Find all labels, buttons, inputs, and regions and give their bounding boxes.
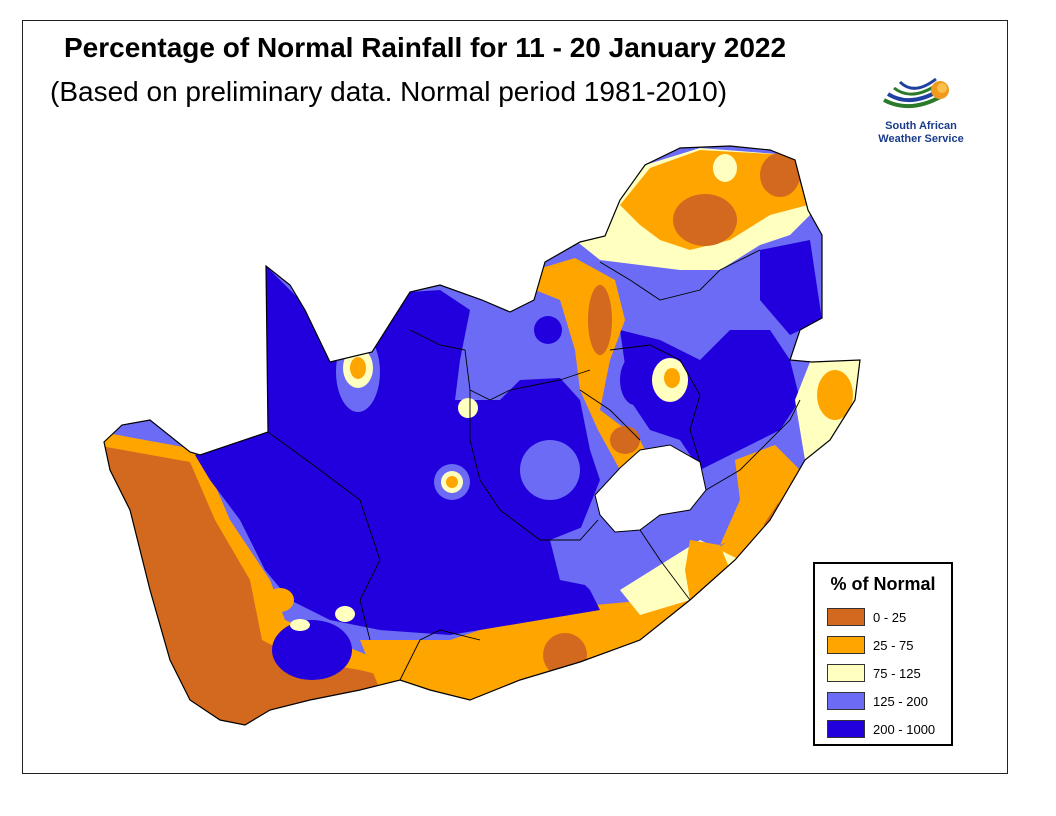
legend: % of Normal 0 - 25 25 - 75 75 - 125 125 … xyxy=(813,562,953,746)
boundary-limpopo-south xyxy=(599,249,761,301)
rainfall-zones xyxy=(104,148,860,725)
legend-swatch-200-1000 xyxy=(827,720,865,738)
legend-swatch-25-75 xyxy=(827,636,865,654)
boundary-north-west-north xyxy=(409,329,591,401)
boundary-free-state-west xyxy=(469,390,599,541)
legend-item-75-125: 75 - 125 xyxy=(827,664,951,684)
saws-logo: South African Weather Service xyxy=(862,70,982,150)
zone-highveld-200-1000 xyxy=(620,355,650,405)
legend-item-0-25: 0 - 25 xyxy=(827,608,951,628)
zone-north-spot-75-125 xyxy=(713,154,737,182)
zone-spot-central-25-75 xyxy=(446,476,458,488)
map-subtitle: (Based on preliminary data. Normal perio… xyxy=(50,76,728,107)
zone-northeast-200-1000 xyxy=(760,240,822,335)
boundary-west-east-cape xyxy=(399,629,481,681)
legend-label-0-25: 0 - 25 xyxy=(873,610,907,625)
zone-spot-nw-25-75 xyxy=(350,357,366,379)
zone-spot-north-75-125 xyxy=(458,398,478,418)
legend-swatch-75-125 xyxy=(827,664,865,682)
zone-east-cape-25-75 xyxy=(685,540,730,600)
lesotho xyxy=(594,444,707,533)
zone-spot-sw-25-75 xyxy=(266,588,294,612)
zone-central-125-200 xyxy=(520,440,580,500)
legend-item-200-1000: 200 - 1000 xyxy=(827,720,951,740)
logo-line-1: South African xyxy=(885,120,957,132)
boundary-northern-cape-west-cape xyxy=(267,431,381,641)
legend-swatch-125-200 xyxy=(827,692,865,710)
zone-southwest-200-1000 xyxy=(272,620,352,680)
zone-central-north-25-75 xyxy=(535,258,650,470)
boundary-kzn-south xyxy=(705,399,801,491)
map-title: Percentage of Normal Rainfall for 11 - 2… xyxy=(64,32,787,63)
zone-northwest-200-1000 xyxy=(534,316,562,344)
zone-west-0-25 xyxy=(104,445,450,725)
province-boundaries xyxy=(267,249,801,681)
legend-label-200-1000: 200 - 1000 xyxy=(873,722,936,737)
boundary-free-state-north xyxy=(579,389,641,441)
legend-label-75-125: 75 - 125 xyxy=(873,666,921,681)
legend-item-25-75: 25 - 75 xyxy=(827,636,951,656)
legend-swatch-0-25 xyxy=(827,608,865,626)
zone-highveld-0-25 xyxy=(610,426,640,454)
zone-spot-sw-75-125 xyxy=(290,619,310,631)
saws-logo-icon xyxy=(883,77,949,108)
boundary-east-cape-inner xyxy=(639,529,691,601)
logo-line-2: Weather Service xyxy=(878,133,964,145)
saws-logo-text: South African Weather Service xyxy=(862,120,980,146)
zone-central-north-0-25 xyxy=(588,285,612,355)
legend-label-125-200: 125 - 200 xyxy=(873,694,928,709)
boundary-mpumalanga xyxy=(609,344,701,463)
zone-spot-south-75-125 xyxy=(335,606,355,622)
legend-item-125-200: 125 - 200 xyxy=(827,692,951,712)
zone-interior-200-1000 xyxy=(195,266,600,635)
legend-title: % of Normal xyxy=(830,574,936,594)
legend-label-25-75: 25 - 75 xyxy=(873,638,914,653)
zone-south-coast-25-75 xyxy=(360,420,860,720)
zone-north-east-0-25 xyxy=(760,153,800,197)
zone-central-south-125-200 xyxy=(550,520,640,590)
zone-south-0-25 xyxy=(543,633,587,677)
zone-east-25-75 xyxy=(664,368,680,388)
zone-kzn-25-75 xyxy=(817,370,853,420)
zone-north-0-25 xyxy=(673,194,737,246)
